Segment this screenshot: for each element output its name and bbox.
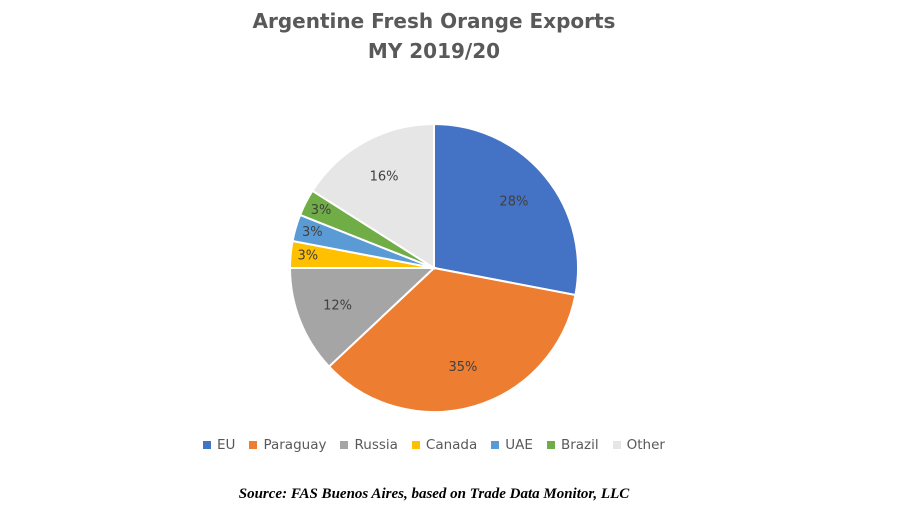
legend-swatch bbox=[249, 441, 258, 449]
legend-label: Canada bbox=[425, 437, 478, 453]
data-label-russia: 12% bbox=[323, 299, 352, 314]
legend-item-russia: Russia bbox=[340, 437, 398, 453]
legend-swatch bbox=[546, 441, 555, 449]
data-label-canada: 3% bbox=[298, 249, 319, 264]
legend-swatch bbox=[612, 441, 621, 449]
legend-item-other: Other bbox=[612, 437, 665, 453]
chart-title: Argentine Fresh Orange Exports bbox=[252, 9, 616, 33]
source-note: Source: FAS Buenos Aires, based on Trade… bbox=[238, 486, 630, 502]
data-label-eu: 28% bbox=[499, 194, 528, 209]
data-label-other: 16% bbox=[370, 170, 399, 185]
legend-swatch bbox=[203, 441, 212, 449]
legend-label: EU bbox=[217, 437, 236, 453]
legend-label: Brazil bbox=[560, 437, 599, 453]
data-label-paraguay: 35% bbox=[448, 360, 477, 375]
legend-item-eu: EU bbox=[203, 437, 235, 453]
legend-item-uae: UAE bbox=[491, 437, 533, 453]
chart-title-block: Argentine Fresh Orange Exports MY 2019/2… bbox=[0, 6, 868, 66]
data-label-brazil: 3% bbox=[311, 203, 332, 218]
legend-item-brazil: Brazil bbox=[546, 437, 599, 453]
pie-slice-paraguay bbox=[327, 266, 577, 413]
legend-swatch bbox=[411, 441, 420, 449]
pie-slice-eu bbox=[433, 122, 579, 297]
legend-label: UAE bbox=[505, 437, 533, 453]
legend-swatch bbox=[491, 441, 500, 449]
data-label-uae: 3% bbox=[302, 225, 323, 240]
pie-slice-russia bbox=[288, 267, 437, 368]
legend-item-paraguay: Paraguay bbox=[249, 437, 326, 453]
chart-subtitle: MY 2019/20 bbox=[367, 39, 501, 63]
legend-swatch bbox=[340, 441, 349, 449]
pie-slice-other bbox=[311, 122, 435, 270]
chart-legend: EU Paraguay Russia Canada UAE Brazil Other bbox=[0, 437, 868, 453]
legend-item-canada: Canada bbox=[411, 437, 478, 453]
legend-label: Other bbox=[626, 437, 665, 453]
legend-label: Russia bbox=[354, 437, 398, 453]
legend-label: Paraguay bbox=[263, 437, 327, 453]
